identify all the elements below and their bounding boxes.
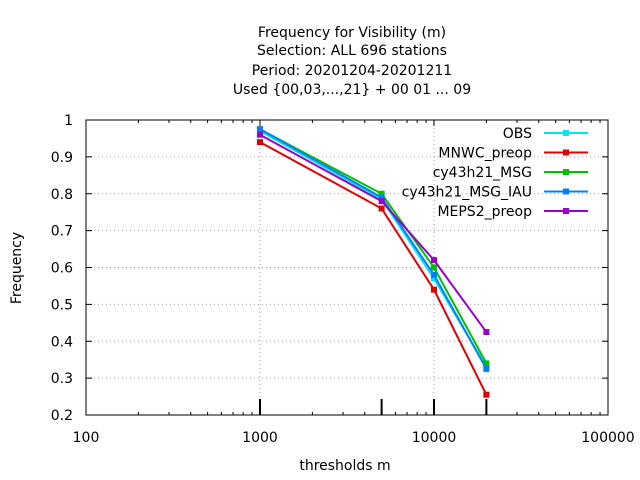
legend-label: cy43h21_MSG_IAU — [402, 185, 532, 201]
tick-labels: 0.2 0.3 0.4 0.5 0.6 0.7 0.8 0.9 1 100 1000 10000 100… — [51, 113, 635, 446]
x-tick-label: 100 — [73, 430, 100, 446]
legend-marker — [563, 130, 569, 136]
y-tick-label: 1 — [64, 113, 73, 129]
data-point — [483, 365, 490, 372]
x-tick-label: 10000 — [412, 430, 457, 446]
y-axis-label: Frequency — [9, 232, 25, 304]
plot-frame — [85, 119, 609, 416]
legend: OBS MNWC_preop cy43h21_MSG cy43h21_MSG_IAU M… — [402, 126, 588, 220]
data-point — [431, 257, 437, 264]
y-tick-label: 0.3 — [51, 371, 73, 387]
y-tick-label: 0.4 — [51, 334, 73, 350]
series-line-MEPS2_preop — [259, 133, 488, 333]
data-point — [431, 264, 437, 271]
legend-label: MEPS2_preop — [437, 204, 532, 220]
series-lines — [257, 126, 490, 398]
y-tick-label: 0.5 — [51, 297, 73, 313]
x-tick-label: 100000 — [581, 430, 634, 446]
legend-label: cy43h21_MSG — [433, 165, 532, 181]
y-tick-label: 0.2 — [51, 408, 73, 424]
data-point — [257, 126, 263, 133]
y-tick-label: 0.9 — [51, 150, 73, 166]
data-point — [257, 131, 263, 138]
legend-label: OBS — [503, 126, 532, 142]
y-tick-label: 0.6 — [51, 261, 73, 277]
data-point — [378, 205, 385, 212]
data-point — [483, 391, 490, 398]
y-tick-label: 0.7 — [51, 224, 73, 240]
data-point — [431, 286, 437, 293]
x-tick-label: 1000 — [242, 430, 278, 446]
title-line-4: Used {00,03,...,21} + 00 01 ... 09 — [233, 82, 471, 98]
data-point — [431, 275, 437, 282]
data-point — [483, 360, 490, 367]
data-point — [483, 329, 490, 336]
x-axis-label: thresholds m — [299, 458, 390, 474]
title-line-3: Period: 20201204-20201211 — [252, 63, 452, 79]
legend-marker — [563, 169, 569, 175]
grid — [86, 120, 608, 415]
data-point — [378, 190, 385, 197]
chart-title: Frequency for Visibility (m) Selection: … — [233, 25, 471, 98]
series-line-cy43h21_MSG_IAU — [259, 128, 488, 370]
data-point — [257, 139, 263, 146]
data-point — [378, 198, 385, 205]
legend-marker — [563, 149, 569, 156]
title-line-2: Selection: ALL 696 stations — [257, 43, 447, 59]
y-tick-label: 0.8 — [51, 187, 73, 203]
data-point — [378, 194, 385, 201]
title-line-1: Frequency for Visibility (m) — [258, 25, 446, 41]
legend-marker — [563, 208, 569, 214]
legend-label: MNWC_preop — [438, 146, 532, 162]
data-point — [431, 271, 437, 278]
legend-marker — [563, 188, 569, 195]
series-line-MNWC_preop — [259, 141, 488, 396]
